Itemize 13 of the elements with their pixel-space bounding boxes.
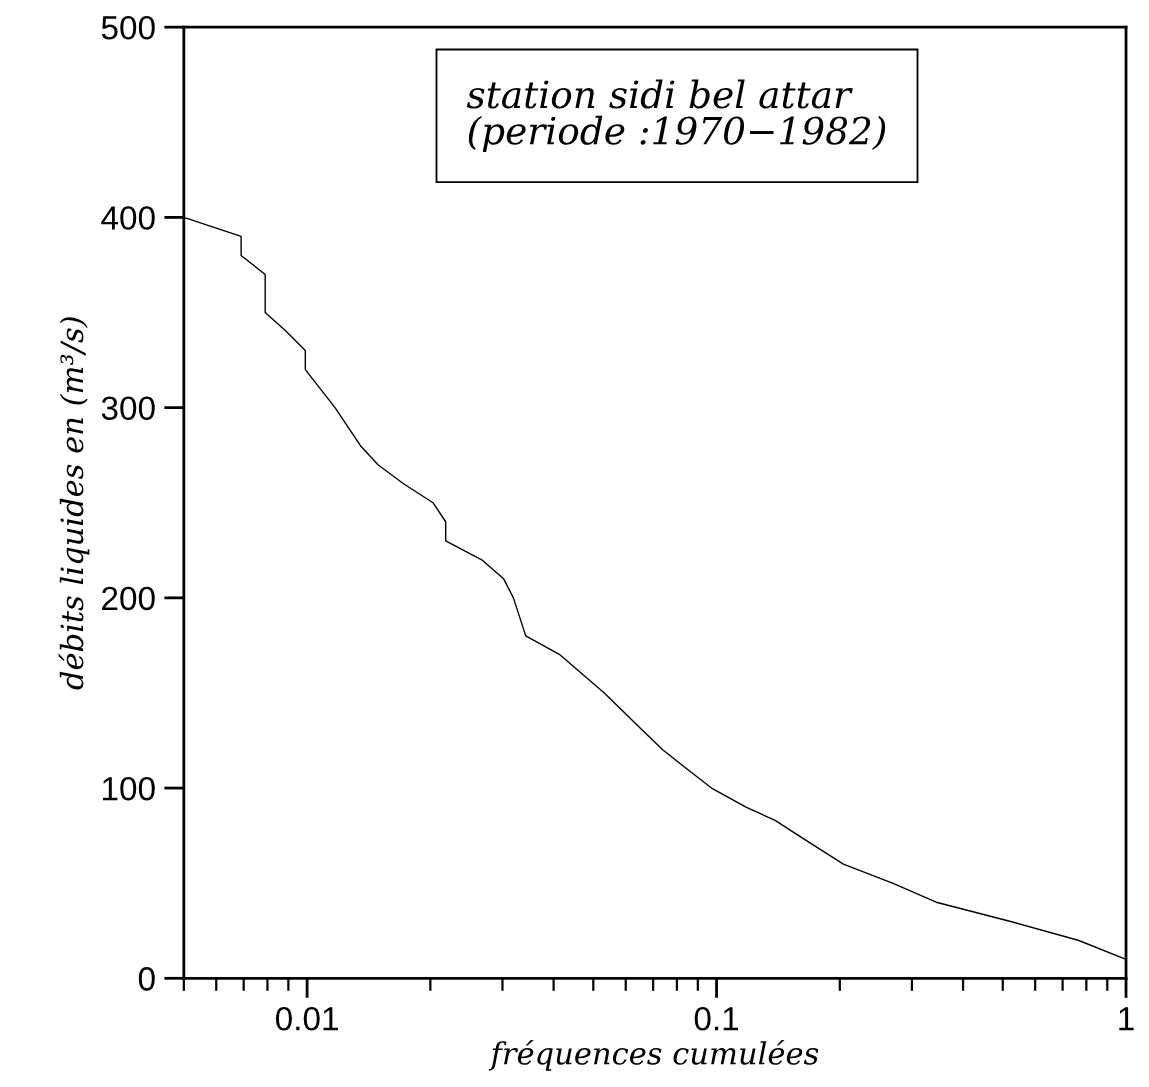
y-axis-title: débits liquides en (m³/s) [58, 317, 90, 690]
y-tick-label: 300 [101, 396, 155, 421]
y-tick-label: 400 [101, 206, 155, 230]
x-tick-label: 1 [1119, 1007, 1134, 1031]
y-tick-label: 500 [101, 15, 155, 40]
y-tick-label: 100 [102, 776, 155, 801]
y-tick-label: 200 [102, 586, 155, 611]
text: station sidi bel attar [466, 79, 853, 109]
y-tick-label: 0 [138, 967, 155, 991]
x-tick-label: 0.1 [694, 1006, 739, 1031]
x-axis-title: fréquences cumulées [488, 1039, 819, 1071]
x-tick-label: 0.01 [275, 1006, 338, 1031]
text: (periode :1970−1982) [468, 115, 886, 153]
